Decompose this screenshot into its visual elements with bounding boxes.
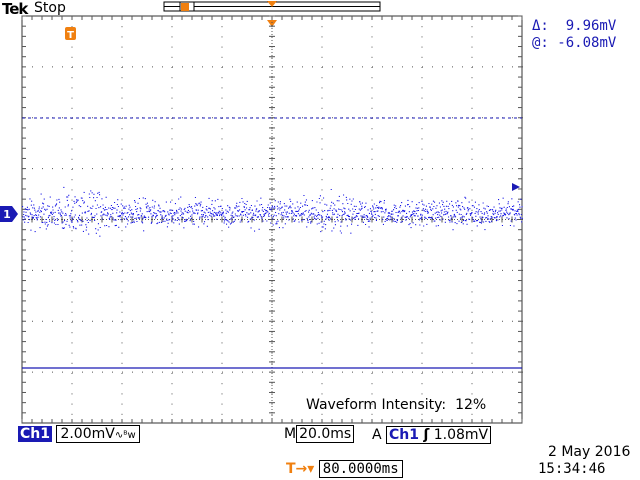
acquisition-status: Stop [34,0,66,16]
trigger-box: Ch1 ʃ 1.08mV [386,426,492,444]
at-value: -6.08mV [557,35,617,51]
trigger-indicator-icon: T [65,27,76,41]
time-display: 15:34:46 [538,461,606,477]
channel-badge: Ch1 [18,426,52,442]
timebase[interactable]: M 20.0ms [284,425,355,443]
channel-scale[interactable]: Ch1 2.00mV∿ᴮw [18,425,140,443]
cursor-readout: Δ: 9.96mV @: -6.08mV [532,18,616,52]
horizontal-delay[interactable]: T→▾ 80.0000ms [286,460,403,478]
delta-value: 9.96mV [565,18,617,34]
trigger-level-marker[interactable] [512,183,520,191]
waveform-intensity: Waveform Intensity: 12% [306,397,486,413]
trigger-time-marker-grid [267,20,277,27]
channel1-marker-icon[interactable]: 1 [0,206,18,222]
waveform-trace [22,186,523,237]
trigger-time-marker [267,1,277,7]
svg-text:T: T [67,30,74,41]
delay-icon: T→▾ [286,461,315,477]
volts-per-div: 2.00mV∿ᴮw [56,425,140,443]
date-display: 2 May 2016 [548,444,631,460]
intensity-label: Waveform Intensity: [306,397,447,413]
rising-edge-icon: ʃ [423,427,430,443]
timebase-prefix: M [284,426,297,442]
svg-text:1: 1 [3,208,11,221]
trigger-position-icon [181,3,189,11]
at-label: @: [532,35,549,51]
graticule [21,15,523,424]
trigger-channel: Ch1 [389,427,420,443]
time-per-div: 20.0ms [296,425,355,443]
intensity-value: 12% [455,397,487,413]
bandwidth-limit-icon: ∿ᴮw [114,430,136,441]
trigger-mode: A [372,427,382,443]
delay-value: 80.0000ms [318,460,403,478]
brand-logo: Tek [2,0,28,18]
trigger-level: 1.08mV [433,427,489,443]
delta-label: Δ: [532,18,549,34]
trigger-settings[interactable]: A Ch1 ʃ 1.08mV [372,426,492,444]
